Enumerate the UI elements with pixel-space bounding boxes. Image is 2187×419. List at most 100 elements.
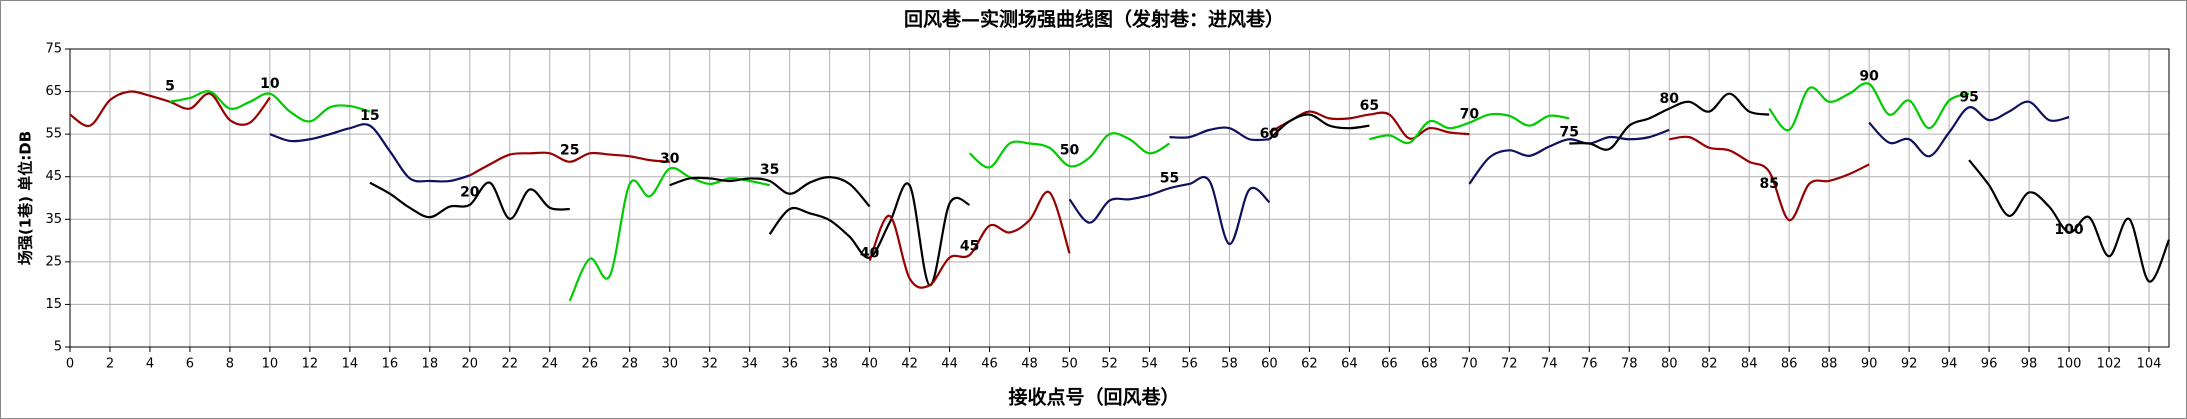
series-line bbox=[1169, 126, 1270, 142]
x-tick-label: 96 bbox=[1981, 357, 1998, 372]
x-tick-label: 90 bbox=[1861, 357, 1878, 372]
x-tick-label: 12 bbox=[302, 357, 319, 372]
x-tick-label: 54 bbox=[1141, 357, 1158, 372]
point-annotation: 70 bbox=[1460, 107, 1480, 123]
x-tick-label: 22 bbox=[502, 357, 519, 372]
x-tick-label: 72 bbox=[1501, 357, 1518, 372]
y-tick-label: 55 bbox=[45, 127, 62, 142]
series-line bbox=[1968, 159, 2171, 283]
y-tick-label: 45 bbox=[45, 169, 62, 184]
point-annotation: 15 bbox=[360, 108, 379, 124]
x-tick-label: 104 bbox=[2137, 357, 2162, 372]
series-line bbox=[768, 182, 970, 287]
x-tick-label: 40 bbox=[861, 357, 878, 372]
x-tick-label: 60 bbox=[1261, 357, 1278, 372]
x-tick-label: 24 bbox=[541, 357, 558, 372]
x-tick-label: 94 bbox=[1941, 357, 1958, 372]
series-line bbox=[469, 151, 670, 177]
x-tick-label: 98 bbox=[2021, 357, 2038, 372]
point-annotation: 30 bbox=[660, 151, 680, 167]
x-tick-label: 66 bbox=[1381, 357, 1398, 372]
series-line bbox=[1068, 175, 1271, 246]
x-tick-label: 68 bbox=[1421, 357, 1438, 372]
x-tick-label: 28 bbox=[621, 357, 638, 372]
x-tick-label: 50 bbox=[1061, 357, 1078, 372]
series-line bbox=[868, 190, 1071, 289]
x-tick-label: 102 bbox=[2097, 357, 2122, 372]
x-tick-label: 42 bbox=[901, 357, 918, 372]
x-tick-label: 74 bbox=[1541, 357, 1558, 372]
x-tick-label: 88 bbox=[1821, 357, 1838, 372]
series-line bbox=[1268, 110, 1470, 140]
point-annotation: 85 bbox=[1759, 176, 1778, 192]
x-tick-label: 26 bbox=[581, 357, 598, 372]
series-line bbox=[968, 132, 1171, 169]
y-tick-label: 75 bbox=[45, 42, 62, 57]
series-line bbox=[69, 90, 271, 128]
series-line bbox=[669, 176, 871, 208]
x-tick-label: 46 bbox=[981, 357, 998, 372]
point-annotation: 80 bbox=[1659, 91, 1679, 107]
point-annotation: 25 bbox=[560, 142, 579, 158]
x-tick-label: 44 bbox=[941, 357, 958, 372]
x-tick-label: 30 bbox=[661, 357, 678, 372]
point-annotation: 50 bbox=[1060, 142, 1080, 158]
x-tick-label: 78 bbox=[1621, 357, 1638, 372]
x-tick-label: 4 bbox=[146, 357, 154, 372]
x-tick-label: 6 bbox=[186, 357, 194, 372]
x-tick-label: 100 bbox=[2057, 357, 2082, 372]
x-tick-label: 36 bbox=[781, 357, 798, 372]
point-annotation: 5 bbox=[165, 78, 175, 94]
point-annotation: 65 bbox=[1360, 98, 1379, 114]
x-tick-label: 86 bbox=[1781, 357, 1798, 372]
series-line bbox=[1468, 128, 1670, 185]
y-tick-label: 5 bbox=[54, 340, 62, 355]
x-tick-label: 64 bbox=[1341, 357, 1358, 372]
y-axis-label: 场强(1巷) 单位:DB bbox=[17, 131, 35, 265]
point-annotation: 35 bbox=[760, 162, 779, 178]
series-line bbox=[269, 123, 471, 183]
x-tick-label: 34 bbox=[741, 357, 758, 372]
plot-border bbox=[69, 48, 2170, 348]
point-annotation: 95 bbox=[1959, 90, 1978, 106]
series-line bbox=[1569, 92, 1770, 151]
point-annotation: 75 bbox=[1560, 124, 1579, 140]
x-tick-label: 92 bbox=[1901, 357, 1918, 372]
point-annotation: 20 bbox=[460, 184, 480, 200]
x-tick-label: 52 bbox=[1101, 357, 1118, 372]
point-annotation: 60 bbox=[1260, 126, 1280, 142]
x-tick-label: 10 bbox=[262, 357, 279, 372]
point-annotation: 45 bbox=[960, 239, 979, 255]
series-line bbox=[369, 181, 570, 220]
x-tick-label: 80 bbox=[1661, 357, 1678, 372]
y-tick-label: 65 bbox=[45, 84, 62, 99]
x-tick-label: 38 bbox=[821, 357, 838, 372]
x-tick-label: 16 bbox=[382, 357, 399, 372]
x-tick-label: 76 bbox=[1581, 357, 1598, 372]
x-tick-label: 18 bbox=[422, 357, 439, 372]
point-annotation: 10 bbox=[260, 76, 280, 92]
point-annotation: 55 bbox=[1160, 170, 1179, 186]
y-tick-label: 35 bbox=[45, 212, 62, 227]
series-line bbox=[568, 166, 770, 302]
series-line bbox=[1768, 82, 1970, 132]
x-tick-label: 48 bbox=[1021, 357, 1038, 372]
y-tick-label: 25 bbox=[45, 254, 62, 269]
x-axis-label: 接收点号（回风巷） bbox=[1008, 386, 1179, 409]
x-tick-label: 70 bbox=[1461, 357, 1478, 372]
x-tick-label: 58 bbox=[1221, 357, 1238, 372]
point-annotation: 90 bbox=[1859, 69, 1879, 85]
x-tick-label: 2 bbox=[106, 357, 114, 372]
x-tick-label: 0 bbox=[66, 357, 74, 372]
x-tick-label: 8 bbox=[226, 357, 234, 372]
x-tick-label: 82 bbox=[1701, 357, 1718, 372]
series-line bbox=[1868, 100, 2070, 158]
x-tick-label: 62 bbox=[1301, 357, 1318, 372]
point-annotation: 40 bbox=[860, 245, 880, 261]
y-tick-label: 15 bbox=[45, 297, 62, 312]
x-tick-label: 14 bbox=[342, 357, 359, 372]
series-line bbox=[1268, 113, 1370, 141]
series-line bbox=[169, 90, 371, 123]
chart-title: 回风巷—实测场强曲线图（发射巷：进风巷） bbox=[904, 8, 1284, 31]
